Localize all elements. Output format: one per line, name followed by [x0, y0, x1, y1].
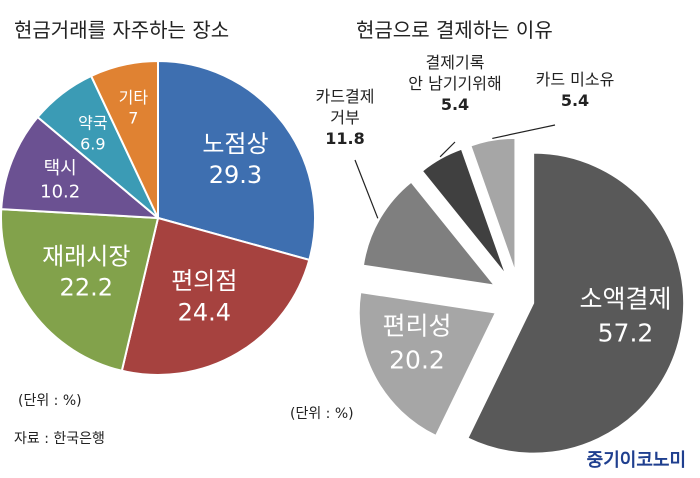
left-unit-note: (단위 : %)	[18, 393, 82, 409]
left-pie-slice	[157, 59, 316, 262]
left-pie-slice	[0, 115, 161, 220]
left-pie-slice-label: 노점상 29.3	[202, 130, 268, 189]
left-pie-slice	[89, 59, 159, 219]
right-pie-callout-label: 카드결제 거부 11.8	[316, 87, 375, 148]
left-pie-slice-label: 기타 7	[119, 88, 149, 128]
left-pie-slice-label: 편의점 24.4	[171, 267, 237, 326]
left-pie-slice	[0, 208, 160, 372]
left-pie-slice-label: 재래시장 22.2	[42, 242, 130, 301]
right-pie-slice-label: 소액결제 57.2	[579, 285, 671, 348]
right-pie-slice	[467, 152, 685, 454]
brand-logo-text: 중기이코노미	[586, 450, 686, 471]
right-pie-slice-label: 편리성 20.2	[382, 312, 451, 375]
left-pie-slice-label: 택시 10.2	[40, 158, 80, 202]
right-unit-note: (단위 : %)	[290, 406, 354, 422]
source-note: 자료 : 한국은행	[14, 431, 105, 447]
right-pie-slice	[362, 181, 496, 286]
right-pie-callout-label: 결제기록 안 남기기위해 5.4	[408, 53, 501, 114]
left-pie-slice	[120, 216, 311, 376]
right-pie-slice	[470, 137, 516, 271]
right-pie-leader-line	[439, 141, 456, 158]
left-chart-title: 현금거래를 자주하는 장소	[14, 18, 230, 42]
right-pie-callout-label: 카드 미소유 5.4	[536, 70, 615, 110]
left-pie-slice-label: 약국 6.9	[78, 114, 107, 154]
right-chart-title: 현금으로 결제하는 이유	[356, 18, 553, 42]
right-pie-leader-line	[492, 124, 556, 139]
right-pie-slice	[421, 148, 506, 275]
right-pie-leader-line	[354, 159, 379, 219]
right-pie-slice	[358, 292, 496, 437]
